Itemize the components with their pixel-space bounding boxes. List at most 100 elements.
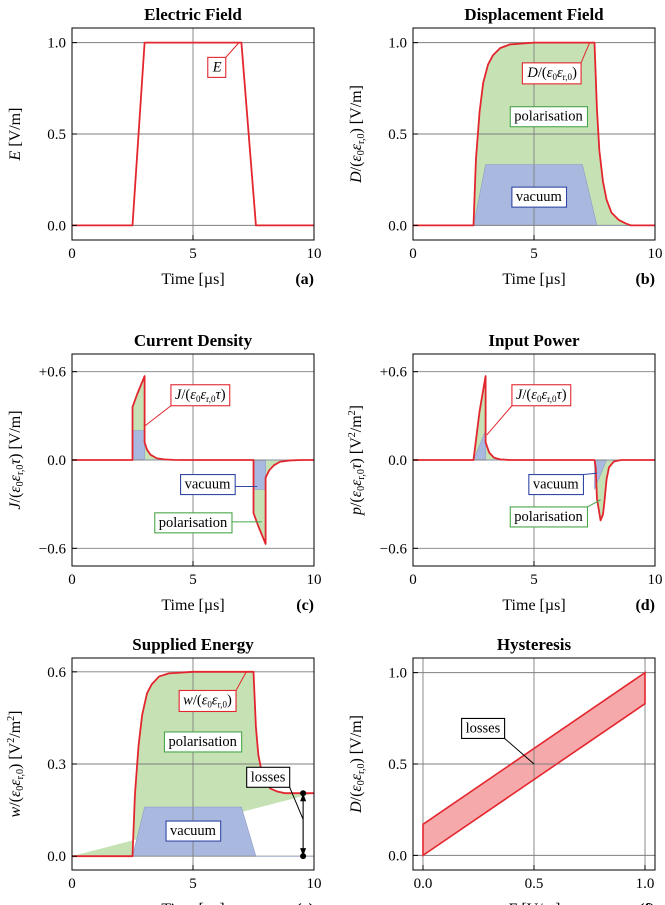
y-axis-label: J/(ε0εr,0τ) [V/m] (7, 410, 26, 509)
y-tick-label: 0.0 (47, 218, 66, 234)
callout: vacuum (528, 472, 597, 496)
y-tick-label: 0.0 (47, 453, 66, 469)
panel-letter: (b) (635, 271, 655, 288)
hysteresis-loop (422, 671, 646, 857)
callout-label: losses (466, 720, 501, 736)
y-tick-label: +0.6 (380, 365, 408, 381)
data-curve (72, 375, 314, 545)
callout-box (163, 731, 243, 753)
panel-title: Displacement Field (464, 5, 604, 24)
callout: polarisation (509, 499, 601, 528)
x-tick-label: 0 (68, 876, 76, 892)
callout-label: losses (251, 769, 286, 785)
y-tick-label: 1.0 (47, 36, 66, 52)
callout-box (178, 689, 237, 713)
callout-box (461, 717, 506, 739)
callout-leader (144, 405, 172, 427)
y-tick-label: 0.5 (388, 127, 407, 143)
x-axis-label: Time [µs] (502, 597, 565, 614)
callout-box (511, 384, 572, 407)
x-tick-label: 0.0 (414, 876, 433, 892)
losses-dot (300, 853, 307, 860)
panel-letter: (c) (296, 597, 314, 614)
callout-label: polarisation (514, 509, 583, 525)
panel-letter: (e) (296, 901, 314, 905)
y-tick-label: −0.6 (39, 541, 67, 557)
callout: vacuum (511, 186, 568, 208)
x-tick-label: 5 (189, 246, 197, 262)
x-tick-label: 0 (409, 246, 417, 262)
callout: D/(ε0εr,0) (521, 42, 591, 85)
panel-d: Input Power 0 5 10 −0.6 0.0 +0.6 Time [µs] (d) p/… (347, 331, 663, 614)
panel-title: Current Density (134, 331, 253, 350)
panel-letter: (f) (639, 901, 655, 905)
panel-e: Supplied Energy 0 5 10 0.0 0.3 0.6 Time [µs] (e)… (6, 635, 322, 905)
y-axis-label: D/(ε0εr,0) [V/m] (348, 85, 367, 184)
y-tick-label: −0.6 (380, 541, 408, 557)
callout-leader (225, 42, 240, 58)
x-tick-label: 5 (189, 876, 197, 892)
y-tick-label: 1.0 (388, 666, 407, 682)
panel-a: Electric Field 0 5 10 0.0 0.5 1.0 Time [µs] (a) E… (7, 5, 322, 288)
y-tick-label: 0.0 (388, 453, 407, 469)
y-tick-label: 0.6 (47, 665, 66, 681)
y-axis-label: D/(ε0εr,0) [V/m] (348, 715, 367, 814)
callout-leader (504, 738, 535, 765)
panel-f: Hysteresis 0.0 0.5 1.0 0.0 0.5 1.0 E [V/m] (f) D/… (348, 635, 656, 905)
callout-label: vacuum (516, 189, 563, 205)
y-tick-label: 0.0 (388, 218, 407, 234)
callout-label: J/(ε0εr,0τ) (516, 387, 567, 404)
y-tick-label: +0.6 (39, 365, 67, 381)
panel-letter: (d) (635, 597, 655, 614)
callout-leader (289, 787, 304, 820)
x-tick-label: 0 (68, 572, 76, 588)
callout-box (165, 820, 222, 842)
losses-dot (300, 790, 307, 797)
y-tick-label: 0.0 (47, 849, 66, 865)
x-axis-label: Time [µs] (502, 271, 565, 288)
x-tick-label: 10 (648, 572, 663, 588)
x-tick-label: 0 (409, 572, 417, 588)
callout-box (180, 474, 236, 496)
y-axis-label: E [V/m] (7, 108, 24, 162)
data-curve (72, 670, 314, 858)
y-tick-label: 0.3 (47, 757, 66, 773)
callout: losses (246, 766, 304, 820)
callout-leader (587, 499, 601, 508)
x-axis-label: E [V/m] (507, 901, 561, 905)
callout: w/(ε0εr,0) (178, 671, 247, 713)
callout: vacuum (180, 474, 258, 496)
callout-box (509, 506, 589, 528)
panel-title: Supplied Energy (132, 635, 254, 654)
callout: losses (461, 717, 535, 765)
x-tick-label: 1.0 (636, 876, 655, 892)
callout: vacuum (165, 820, 222, 842)
callout-box (528, 474, 584, 496)
callout: J/(ε0εr,0τ) (144, 384, 231, 427)
callout-box (246, 766, 291, 788)
callout-label: E (212, 59, 222, 75)
x-axis-label: Time [µs] (161, 901, 224, 905)
y-tick-label: 0.5 (388, 757, 407, 773)
callout-box (207, 56, 227, 78)
callout: polarisation (154, 512, 262, 534)
callout-label: polarisation (159, 515, 228, 531)
callout-box (170, 384, 231, 407)
x-tick-label: 0 (68, 246, 76, 262)
data-curve (413, 41, 655, 227)
panel-c: Current Density 0 5 10 −0.6 0.0 +0.6 Time [µs] (… (7, 331, 322, 614)
callout-leader (580, 42, 591, 64)
x-tick-label: 0.5 (525, 876, 544, 892)
x-tick-label: 5 (189, 572, 197, 588)
callout-box (154, 512, 233, 534)
callout-box (511, 186, 568, 208)
x-tick-label: 10 (648, 246, 663, 262)
callout-leader (486, 405, 513, 436)
callout-label: vacuum (185, 477, 232, 493)
x-axis-label: Time [µs] (161, 271, 224, 288)
callout-label: polarisation (514, 109, 583, 125)
panel-title: Input Power (488, 331, 580, 350)
callout: polarisation (509, 106, 589, 128)
data-curve (413, 375, 655, 522)
callout-label: polarisation (168, 734, 237, 750)
